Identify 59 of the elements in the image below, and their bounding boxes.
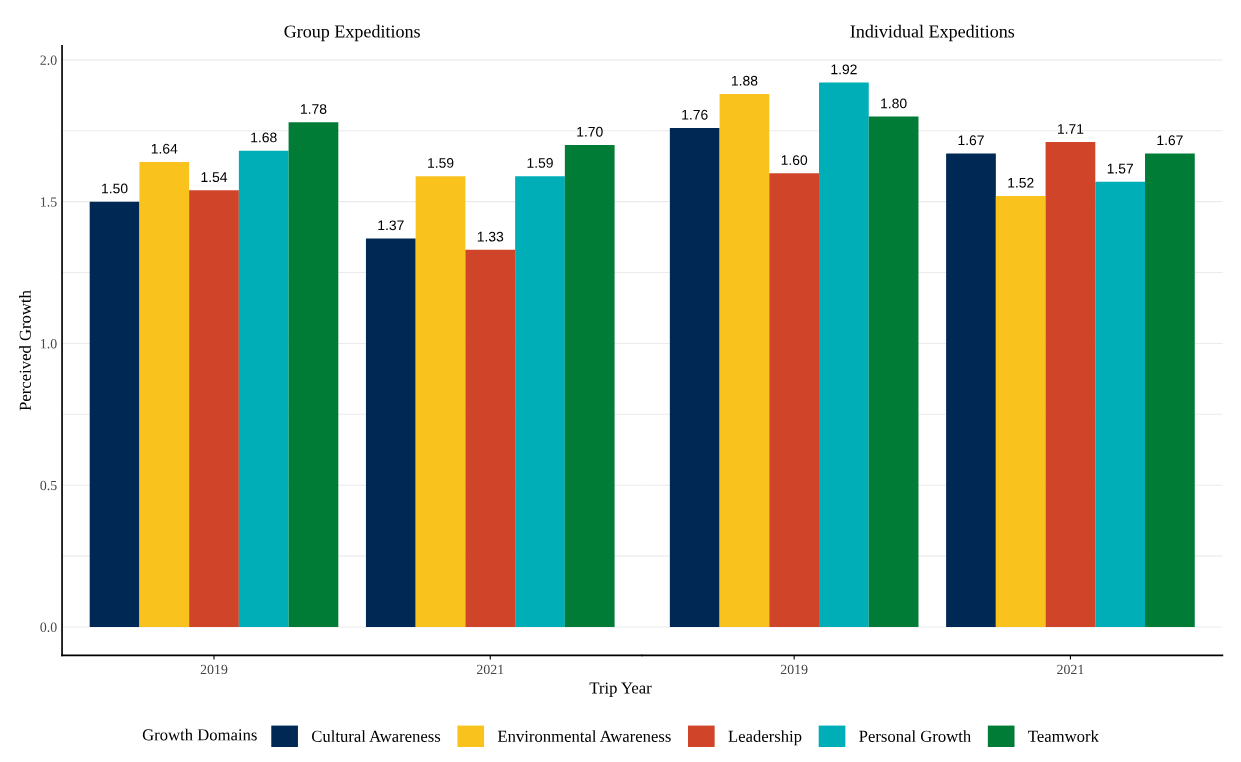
bar <box>465 249 516 627</box>
y-tick-label: 1.5 <box>41 197 57 207</box>
bar <box>669 127 720 627</box>
data-label: 1.80 <box>881 98 907 109</box>
y-axis-title: Perceived Growth <box>19 290 31 411</box>
bar <box>139 161 190 627</box>
x-tick-label: 2021 <box>1057 664 1084 675</box>
bar <box>288 122 339 627</box>
bar <box>365 238 416 627</box>
data-label: 1.68 <box>251 132 277 143</box>
data-label: 1.54 <box>201 172 228 183</box>
bar <box>769 173 820 627</box>
x-tick-label: 2021 <box>476 664 504 675</box>
data-label: 1.37 <box>378 220 404 231</box>
bar <box>819 82 869 627</box>
bar <box>1045 142 1096 627</box>
legend-label: Teamwork <box>1028 730 1099 742</box>
data-label: 1.52 <box>1008 177 1034 188</box>
x-tick-label: 2019 <box>200 664 228 675</box>
data-label: 1.70 <box>577 126 603 137</box>
bar <box>515 176 565 627</box>
x-tick-label: 2019 <box>780 664 808 675</box>
bar <box>946 153 996 627</box>
y-tick-label: 2.0 <box>40 55 57 65</box>
data-label: 1.67 <box>1157 135 1183 146</box>
y-tick-label: 1.0 <box>41 339 57 349</box>
data-label: 1.76 <box>682 109 708 120</box>
data-label: 1.59 <box>527 158 553 168</box>
data-label: 1.57 <box>1107 163 1133 174</box>
bar <box>719 93 770 627</box>
legend-label: Leadership <box>728 730 802 746</box>
x-axis-title: Trip Year <box>589 682 652 697</box>
data-label: 1.78 <box>301 104 327 114</box>
bar <box>415 176 466 627</box>
bar <box>189 190 239 627</box>
data-label: 1.50 <box>102 183 128 194</box>
bar <box>89 201 140 627</box>
chart-title: Group Expeditions <box>284 24 420 42</box>
data-label: 1.67 <box>958 135 984 146</box>
data-label: 1.59 <box>428 158 454 168</box>
y-tick-label: 0.0 <box>40 622 57 632</box>
data-label: 1.71 <box>1057 124 1084 134</box>
legend-label: Personal Growth <box>859 730 971 742</box>
data-label: 1.33 <box>477 231 504 242</box>
bar <box>564 144 615 627</box>
legend-title: Growth Domains <box>142 728 257 741</box>
y-tick-label: 0.5 <box>40 480 57 491</box>
legend-label: Environmental Awareness <box>497 730 671 742</box>
bar <box>1095 181 1146 627</box>
bar <box>995 195 1046 627</box>
data-label: 1.88 <box>731 75 758 86</box>
data-label: 1.92 <box>831 64 857 75</box>
chart-title: Individual Expeditions <box>850 24 1015 42</box>
bar <box>868 116 919 627</box>
data-label: 1.60 <box>781 155 808 166</box>
data-label: 1.64 <box>151 143 178 154</box>
legend-label: Cultural Awareness <box>311 730 441 742</box>
bar <box>1145 153 1195 627</box>
bar <box>238 150 289 627</box>
